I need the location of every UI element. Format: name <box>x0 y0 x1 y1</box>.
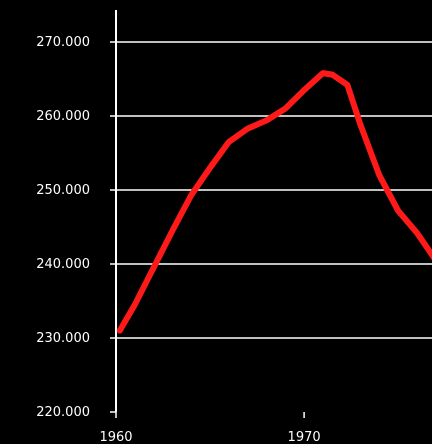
data-point <box>303 89 305 91</box>
y-tick-label: 220.000 <box>36 405 90 420</box>
data-point <box>346 84 348 86</box>
data-point <box>171 230 173 232</box>
data-point <box>360 124 361 126</box>
data-point <box>322 72 324 74</box>
data-point <box>331 74 333 76</box>
x-axis-tick-labels: 196019701 <box>99 412 321 444</box>
y-tick-label: 270.000 <box>36 35 90 50</box>
data-point <box>119 330 121 332</box>
data-point <box>397 210 399 212</box>
y-axis-tick-labels: 220.000 230.000 240.000 250.000 260.000 270.0… <box>36 35 116 420</box>
data-point <box>378 174 380 176</box>
data-point <box>153 267 155 269</box>
data-point <box>284 108 286 110</box>
x-tick-label: 1970 <box>288 430 321 444</box>
series-layer <box>116 70 432 334</box>
data-point <box>228 141 230 143</box>
y-tick-label: 260.000 <box>36 109 90 124</box>
x-tick-label: 1960 <box>99 430 132 444</box>
data-point <box>209 167 211 169</box>
y-tick-label: 230.000 <box>36 331 90 346</box>
data-point <box>190 194 192 196</box>
data-point <box>266 119 267 121</box>
data-point <box>247 128 249 130</box>
gridlines <box>116 41 432 339</box>
y-tick-label: 240.000 <box>36 257 90 272</box>
data-point <box>134 304 136 306</box>
data-point <box>416 232 418 234</box>
y-tick-label: 250.000 <box>36 183 90 198</box>
